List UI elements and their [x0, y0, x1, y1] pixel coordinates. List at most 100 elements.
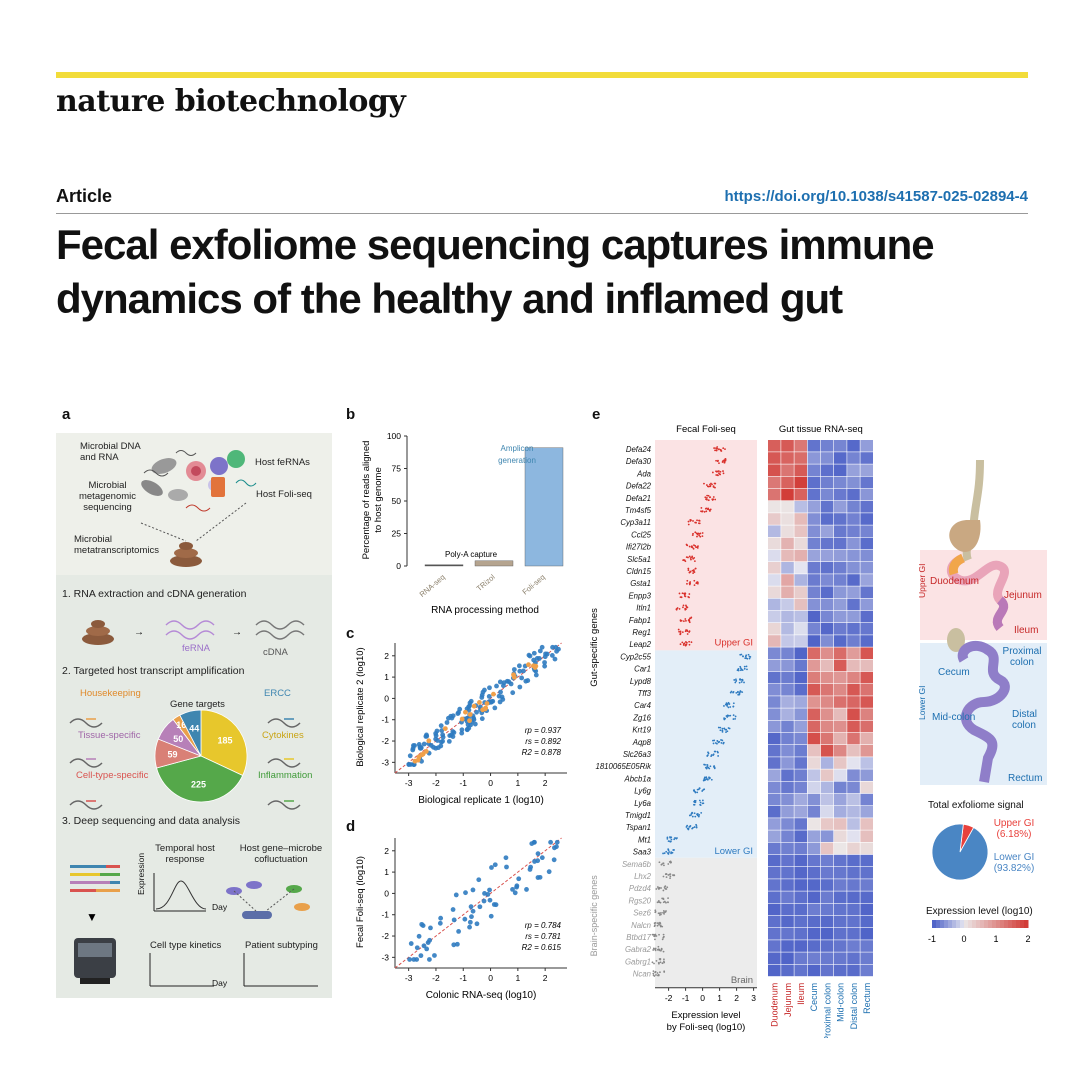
e-heatmap-cell: [768, 769, 781, 781]
e-gene-point: [713, 447, 716, 449]
e-gene-label: Abcb1a: [624, 774, 652, 783]
e-heatmap-cell: [820, 854, 834, 867]
e-gene-point: [659, 924, 662, 927]
c-point: [446, 739, 452, 744]
e-heatmap-cell: [768, 623, 781, 635]
e-gene-point: [701, 510, 704, 513]
e-gene-point: [665, 876, 668, 879]
d-point: [516, 876, 522, 882]
e-heatmap-cell: [860, 732, 873, 745]
e-gene-point: [705, 484, 708, 486]
e-gene-point: [688, 620, 691, 622]
e-heatmap-cell: [847, 854, 860, 867]
e-heatmap-cell: [768, 659, 781, 672]
e-gene-point: [691, 815, 694, 818]
c-y-tick-label: -1: [381, 715, 389, 725]
e-gene-point: [696, 547, 699, 549]
e-gene-point: [705, 776, 708, 779]
panel-c-scatter: -3 -2 -1 0 1 2 -3 -2 -1 0 1 2 rp = 0.937 rs = 0.892 R2…: [355, 642, 567, 806]
e-heatmap-cell: [794, 635, 807, 647]
e-heatmap-cell: [820, 562, 834, 574]
e-heatmap-cell: [860, 610, 873, 623]
e-gene-point: [688, 814, 691, 817]
e-heatmap-cell: [768, 708, 781, 720]
sequencing-reads-icon: [70, 865, 120, 892]
e-heatmap-cell: [807, 732, 821, 745]
e-heatmap-cell: [820, 623, 834, 635]
pie-lower-gi-label: Lower GI (93.82%): [990, 852, 1038, 874]
e-gene-label: Sema6b: [622, 860, 652, 869]
e-heatmap-cell: [847, 623, 860, 635]
d-y-label: Fecal Foli-seq (log10): [355, 856, 366, 948]
e-left-title: Fecal Foli-seq: [676, 424, 736, 435]
e-heatmap-cell: [781, 696, 794, 708]
e-gene-label: Defa30: [626, 457, 652, 466]
e-gene-point: [655, 935, 658, 937]
e-gene-point: [690, 641, 693, 644]
e-gene-label: Leap2: [629, 640, 651, 649]
e-heatmap-cell: [820, 769, 834, 781]
e-heatmap-cell: [834, 708, 847, 720]
e-heatmap-cell: [768, 867, 781, 879]
gut-diagram: [920, 459, 1047, 785]
e-heatmap-cell: [860, 549, 873, 562]
e-heatmap-cell: [834, 488, 847, 501]
e-gene-point: [735, 691, 738, 694]
legend-swatch: [948, 920, 953, 928]
doi-link[interactable]: https://doi.org/10.1038/s41587-025-02894…: [724, 188, 1029, 205]
c-x-tick-label: 0: [488, 778, 493, 788]
e-heatmap-cell: [768, 684, 781, 696]
e-gene-point: [698, 534, 701, 537]
d-point: [418, 953, 424, 959]
e-gene-point: [745, 665, 748, 668]
cytokines-label: Cytokines: [262, 730, 304, 741]
e-heatmap-cell: [820, 549, 834, 562]
e-heatmap-cell: [781, 537, 794, 550]
e-heatmap-cell: [860, 781, 873, 794]
e-heatmap-cell: [807, 610, 821, 623]
e-heatmap-cell: [807, 464, 821, 476]
e-heatmap-cell: [834, 915, 847, 928]
c-y-tick-label: 2: [384, 651, 389, 661]
e-heatmap-cell: [847, 769, 860, 781]
e-heatmap-cell: [794, 830, 807, 842]
c-point: [410, 747, 416, 753]
c-point: [421, 741, 427, 747]
d-x-tick-label: 1: [515, 973, 520, 983]
e-gene-point: [658, 861, 661, 864]
day-axis-label-2: Day: [212, 978, 228, 988]
e-heatmap-cell: [847, 696, 860, 708]
step2-label: 2. Targeted host transcript amplificatio…: [62, 665, 245, 677]
e-gene-point: [679, 632, 682, 634]
e-gene-point: [709, 485, 712, 487]
d-point: [451, 917, 457, 923]
e-gene-point: [735, 678, 737, 681]
e-heatmap-cell: [781, 708, 794, 720]
e-gene-point: [695, 823, 697, 826]
e-gene-point: [656, 972, 659, 974]
e-heatmap-cell: [794, 732, 807, 745]
e-gene-point: [713, 750, 716, 753]
expression-legend-title: Expression level (log10): [926, 906, 1033, 917]
e-heatmap-cell: [807, 659, 821, 672]
e-gene-label: Itln1: [636, 604, 651, 613]
e-gene-point: [663, 886, 666, 889]
e-gene-point: [694, 567, 697, 570]
legend-swatch: [1016, 920, 1021, 928]
d-point: [427, 937, 433, 943]
e-gene-point: [678, 630, 681, 633]
e-gene-point: [688, 640, 691, 643]
c-point: [468, 722, 474, 728]
e-gene-point: [689, 557, 692, 559]
e-heatmap-cell: [834, 769, 847, 781]
e-heatmap-cell: [807, 818, 821, 830]
e-gene-point: [662, 889, 665, 892]
e-gene-point: [724, 703, 727, 706]
e-gene-point: [665, 901, 667, 904]
e-heatmap-cell: [781, 635, 794, 647]
legend-tick-label: 0: [961, 934, 966, 944]
e-gene-point: [717, 751, 719, 754]
e-heatmap-cell: [860, 671, 873, 684]
d-point: [453, 892, 459, 898]
e-gene-point: [693, 826, 696, 828]
